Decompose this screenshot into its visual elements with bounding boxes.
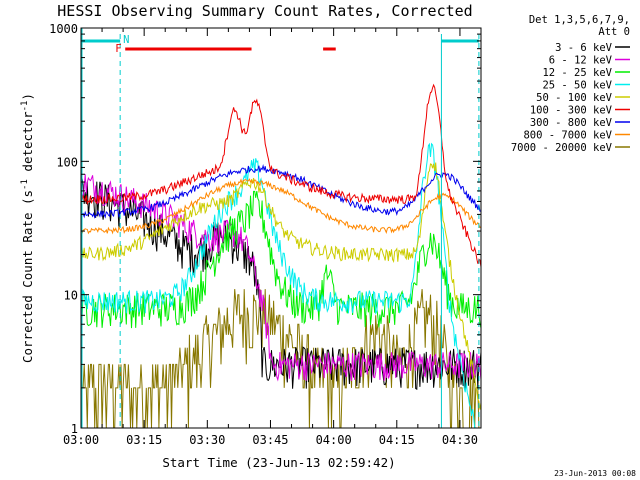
y-axis-label: Corrected Count Rate (s-1 detector-1) [20, 93, 35, 363]
x-tick-label: 03:45 [252, 433, 288, 447]
legend-entry: 7000 - 20000 keV [511, 142, 613, 154]
y-tick-label: 10 [64, 289, 78, 303]
legend-header-line-1: Det 1,3,5,6,7,9, [529, 14, 630, 26]
x-tick-label: 04:00 [316, 433, 352, 447]
night-label: N [123, 34, 129, 46]
y-tick-label: 100 [56, 155, 78, 169]
series-line [80, 142, 481, 429]
y-tick-label: 1 [71, 422, 78, 436]
x-tick-label: 04:30 [442, 433, 478, 447]
legend-entry: 100 - 300 keV [530, 105, 613, 117]
flare-label: F [115, 43, 121, 55]
legend-entry: 800 - 7000 keV [523, 130, 612, 142]
series-line [80, 83, 482, 267]
x-tick-label: 03:30 [189, 433, 225, 447]
series-line [81, 289, 481, 429]
x-tick-label: 04:15 [379, 433, 415, 447]
generation-timestamp: 23-Jun-2013 00:08 [554, 469, 636, 478]
legend-entry: 3 - 6 keV [555, 42, 613, 54]
series-line [80, 178, 482, 235]
series-line [80, 174, 482, 382]
x-axis: 03:00 03:15 03:30 03:45 04:00 04:15 04:30 [63, 28, 482, 447]
series-line [80, 163, 482, 219]
chart-title: HESSI Observing Summary Count Rates, Cor… [57, 2, 472, 20]
series-line [80, 162, 482, 410]
y-axis: 1 10 100 1000 [49, 22, 481, 436]
annotation-layer: NF [81, 28, 480, 428]
plot-frame [80, 27, 482, 429]
legend-entry: 25 - 50 keV [542, 80, 612, 92]
legend-entry: 300 - 800 keV [530, 117, 613, 129]
legend-entry: 50 - 100 keV [536, 92, 613, 104]
series-layer [80, 83, 482, 429]
x-axis-label: Start Time (23-Jun-13 02:59:42) [162, 455, 395, 470]
legend-header-line-2: Att 0 [598, 26, 630, 38]
x-tick-label: 03:15 [126, 433, 162, 447]
legend-entry: 12 - 25 keV [542, 67, 612, 79]
y-tick-label: 1000 [49, 22, 78, 36]
legend-entry: 6 - 12 keV [549, 55, 613, 67]
x-tick-label: 03:00 [63, 433, 99, 447]
